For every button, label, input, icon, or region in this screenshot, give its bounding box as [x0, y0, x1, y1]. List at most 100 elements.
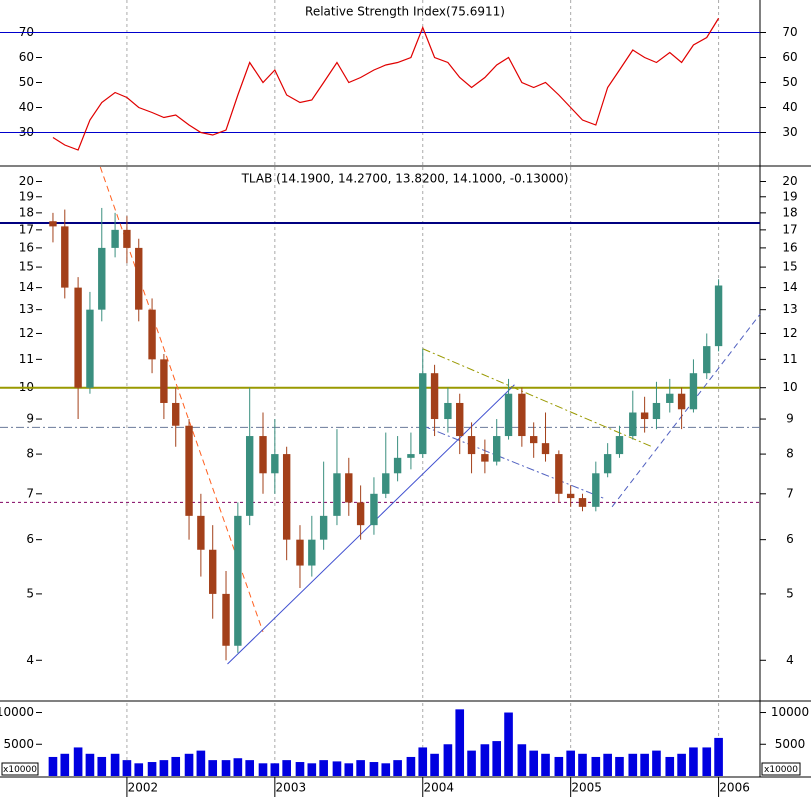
volume-bar	[467, 750, 476, 776]
y-tick-label: 5	[26, 586, 34, 600]
y-tick-label: 14	[782, 280, 797, 294]
y-tick-label: 11	[782, 352, 797, 366]
volume-bar	[319, 760, 328, 776]
volume-bar	[233, 758, 243, 776]
trend-line	[611, 313, 761, 508]
y-tick-label: 8	[786, 447, 794, 461]
y-tick-label: 50	[19, 75, 34, 89]
volume-bar	[714, 737, 723, 776]
y-tick-label: 4	[786, 653, 794, 667]
volume-bar	[134, 763, 144, 776]
price-title: TLAB (14.1900, 14.2700, 13.8200, 14.1000…	[241, 172, 569, 186]
candle-body	[185, 425, 193, 516]
y-tick-label: 60	[782, 50, 797, 64]
y-tick-label: 60	[19, 50, 34, 64]
y-tick-label: 16	[19, 240, 34, 254]
volume-bar	[97, 756, 107, 776]
rsi-title: Relative Strength Index(75.6911)	[305, 5, 505, 19]
volume-bar	[566, 750, 575, 776]
candle-body	[382, 473, 390, 494]
candle-body	[592, 473, 600, 507]
candle-body	[714, 285, 723, 347]
candle-body	[518, 393, 526, 437]
volume-bar	[48, 756, 58, 776]
candle-body	[86, 309, 94, 388]
y-tick-label: 11	[19, 352, 34, 366]
y-tick-label: 40	[782, 100, 797, 114]
candle-body	[172, 402, 180, 426]
unit-label: x10000	[764, 765, 798, 775]
volume-bar	[171, 756, 181, 776]
candle-body	[74, 287, 82, 388]
candle-body	[197, 515, 205, 550]
volume-bar	[430, 753, 439, 776]
y-tick-label: 9	[786, 412, 794, 426]
candle-body	[209, 549, 217, 594]
candle-body	[456, 402, 464, 437]
volume-bar	[381, 763, 391, 776]
y-tick-label: 13	[782, 302, 797, 316]
volume-bar	[702, 747, 712, 776]
candle-body	[603, 454, 612, 474]
candle-body	[493, 436, 501, 462]
volume-bar	[665, 756, 675, 776]
candle-body	[481, 454, 489, 462]
candle-body	[356, 502, 365, 526]
y-tick-label: 15	[19, 260, 34, 274]
candle-body	[160, 359, 168, 403]
volume-bar	[541, 753, 550, 776]
volume-bar	[603, 753, 612, 776]
volume-bar	[208, 760, 218, 776]
candle-body	[407, 454, 415, 458]
candle-body	[430, 373, 439, 420]
candle-body	[271, 454, 279, 474]
y-tick-label: 70	[782, 25, 797, 39]
y-tick-label: 15	[782, 260, 797, 274]
volume-bar	[344, 763, 354, 776]
x-tick-label: 2004	[423, 781, 454, 795]
volume-bar	[159, 760, 169, 776]
candle-body	[282, 454, 291, 540]
y-tick-label: 9	[26, 412, 34, 426]
y-tick-label: 14	[19, 280, 34, 294]
candle-body	[370, 493, 378, 526]
y-tick-label: 10	[782, 380, 797, 394]
volume-bar	[529, 750, 539, 776]
y-tick-label: 7	[786, 486, 794, 500]
candle-body	[703, 346, 711, 374]
y-tick-label: 20	[19, 174, 34, 188]
volume-bar	[677, 753, 686, 776]
y-tick-label: 10000	[0, 705, 34, 719]
candle-body	[640, 412, 649, 420]
candle-body	[615, 436, 624, 455]
volume-bar	[628, 753, 638, 776]
volume-bar	[60, 753, 70, 776]
volume-bar	[356, 760, 365, 776]
volume-bar	[245, 760, 255, 776]
y-tick-label: 12	[19, 326, 34, 340]
volume-bar	[73, 747, 83, 776]
volume-bar	[554, 756, 564, 776]
volume-bar	[504, 712, 513, 776]
candle-body	[259, 436, 267, 474]
candle-body	[541, 443, 550, 455]
y-tick-label: 7	[26, 486, 34, 500]
volume-bar	[517, 744, 527, 776]
candle-body	[296, 539, 304, 566]
volume-bar	[652, 750, 661, 776]
volume-bar	[393, 760, 402, 776]
y-tick-label: 30	[782, 125, 797, 139]
volume-bar	[332, 761, 342, 776]
y-tick-label: 16	[782, 240, 797, 254]
y-tick-label: 6	[786, 532, 794, 546]
volume-bar	[615, 756, 624, 776]
candle-body	[393, 457, 402, 474]
candle-body	[61, 226, 69, 288]
y-tick-label: 10000	[771, 705, 809, 719]
volume-bar	[578, 753, 587, 776]
volume-bar	[282, 760, 291, 776]
y-tick-label: 12	[782, 326, 797, 340]
x-tick-label: 2002	[128, 781, 159, 795]
